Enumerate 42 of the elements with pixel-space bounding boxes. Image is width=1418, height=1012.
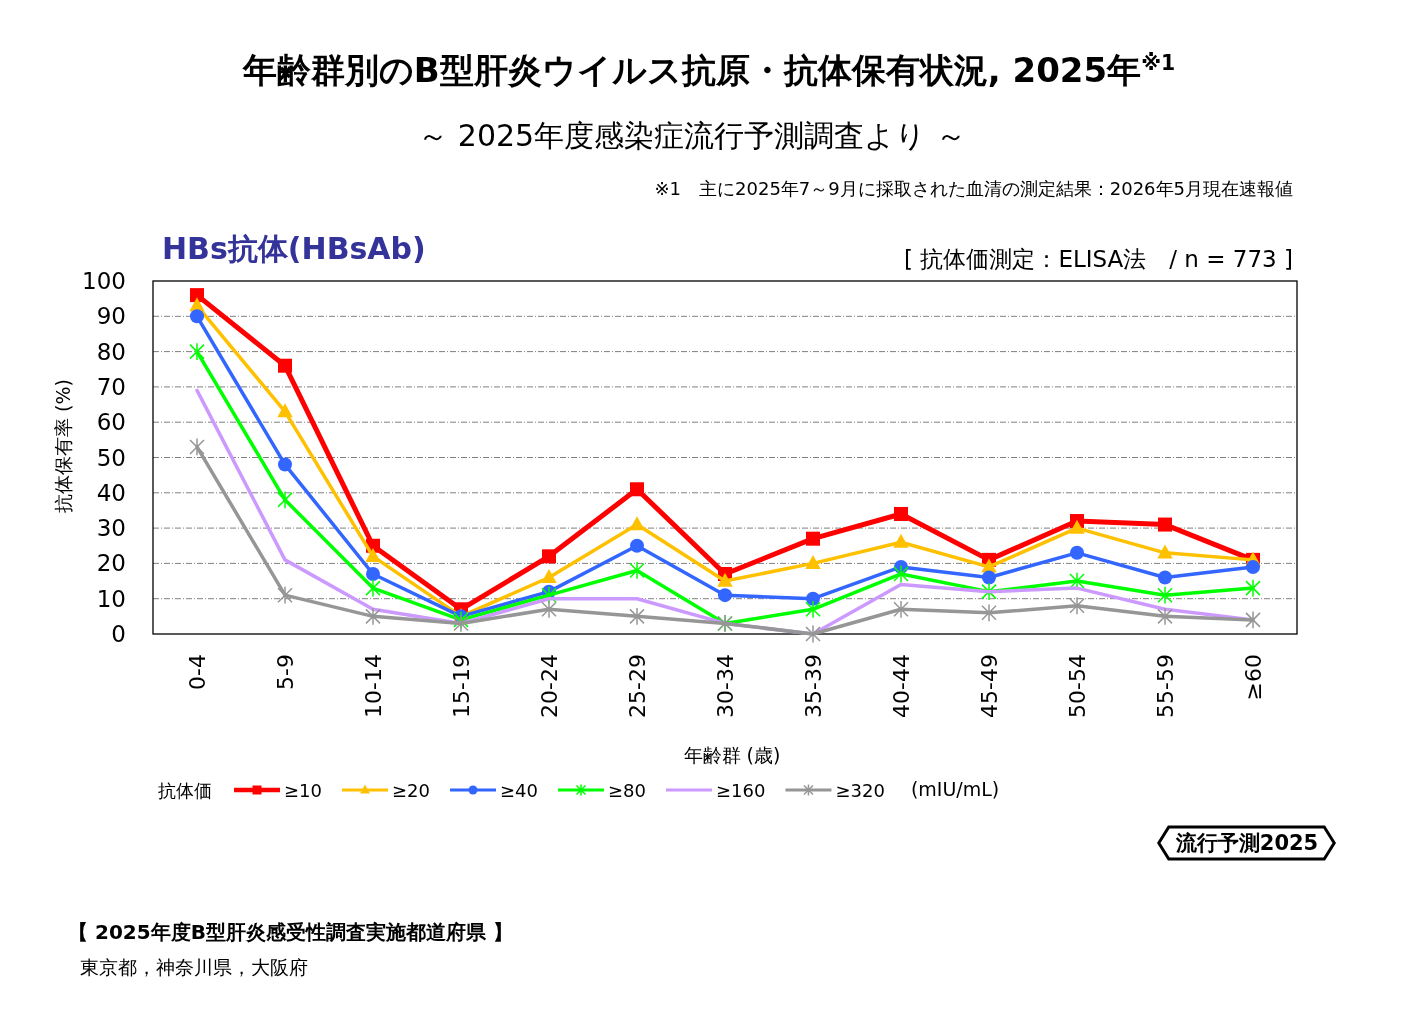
x-tick-label: 45-49 [977, 654, 1002, 718]
y-tick-label: 90 [96, 303, 126, 330]
y-tick-label: 100 [82, 268, 126, 294]
legend-title: 抗体価 [158, 780, 212, 801]
legend-label: ≥160 [716, 780, 766, 801]
text: 【 2025年度B型肝炎感受性調査実施都道府県 】 [68, 920, 513, 944]
y-tick-label: 50 [96, 444, 126, 471]
x-axis-title: 年齢群 (歳) [683, 744, 781, 766]
text: HBs抗体(HBsAb) [162, 231, 426, 266]
y-tick-label: 30 [96, 515, 126, 542]
legend-label: ≥80 [608, 780, 646, 801]
y-tick-label: 70 [96, 373, 126, 400]
x-tick-label: 55-59 [1153, 654, 1178, 718]
y-axis-title: 抗体保有率 (%) [52, 379, 74, 513]
legend-label: ≥40 [500, 780, 538, 801]
x-tick-label: 25-29 [625, 654, 650, 718]
x-tick-label: 40-44 [889, 654, 914, 718]
legend-label: ≥20 [392, 780, 430, 801]
legend-label: ≥10 [284, 780, 322, 801]
text: ※1 主に2025年7～9月に採取された血清の測定結果：2026年5月現在速報値 [654, 178, 1293, 199]
x-tick-label: 15-19 [449, 654, 474, 718]
chart-subtitle: ～ 2025年度感染症流行予測調査より ～ [418, 118, 966, 153]
text: [ 抗体価測定：ELISA法 / n = 773 ] [904, 246, 1293, 272]
x-tick-label: 35-39 [801, 654, 826, 718]
chart-title: 年齢群別のB型肝炎ウイルス抗原・抗体保有状況, 2025年$^{※1}$ [241, 50, 1176, 90]
x-tick-label: 0-4 [185, 654, 210, 690]
y-tick-label: 60 [96, 409, 126, 436]
text: 東京都，神奈川県，大阪府 [80, 956, 308, 978]
x-tick-label: 50-54 [1065, 654, 1090, 718]
y-tick-label: 40 [96, 479, 126, 506]
y-tick-label: 20 [96, 550, 126, 577]
y-tick-label: 0 [111, 621, 126, 647]
y-tick-label: 10 [96, 585, 126, 612]
x-tick-label: ≥60 [1241, 654, 1266, 701]
x-tick-label: 10-14 [361, 654, 386, 718]
text: 流行予測2025 [1174, 831, 1319, 855]
y-tick-label: 80 [96, 338, 126, 365]
x-tick-label: 20-24 [537, 654, 562, 718]
x-tick-label: 5-9 [273, 654, 298, 690]
x-tick-label: 30-34 [713, 654, 738, 718]
legend-label: ≥320 [835, 780, 885, 801]
text: (mIU/mL) [910, 778, 1000, 800]
